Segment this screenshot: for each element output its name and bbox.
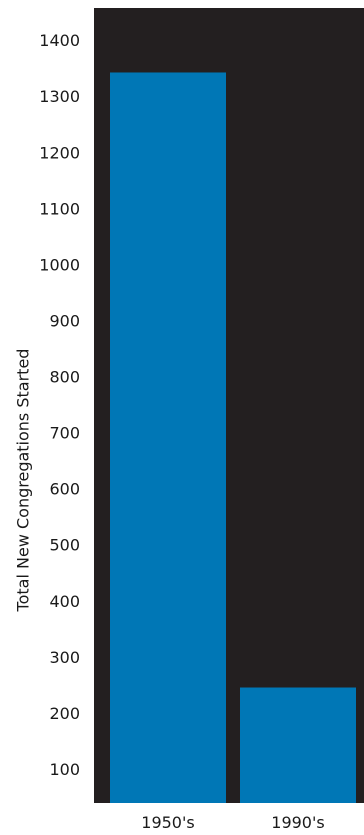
y-tick-labels: 100 200 300 400 500 600 700 800 900 1000 1100 1200 1… [39,31,80,779]
x-tick-label: 1950's [141,813,194,832]
y-tick-label: 200 [49,704,80,723]
y-tick-label: 700 [49,424,80,443]
y-tick-label: 600 [49,480,80,499]
bar-0 [110,72,226,803]
y-tick-label: 1100 [39,199,80,218]
y-tick-label: 1200 [39,143,80,162]
x-tick-labels: 1950's 1990's [141,813,324,832]
y-tick-label: 400 [49,592,80,611]
y-tick-label: 500 [49,536,80,555]
y-tick-label: 100 [49,760,80,779]
x-tick-label: 1990's [271,813,324,832]
y-tick-label: 1300 [39,87,80,106]
y-tick-label: 1400 [39,31,80,50]
bars-layer [110,72,356,803]
y-axis-title: Total New Congregations Started [14,349,33,613]
y-tick-label: 800 [49,368,80,387]
y-tick-label: 1000 [39,255,80,274]
y-tick-label: 300 [49,648,80,667]
y-tick-label: 900 [49,311,80,330]
bar-1 [240,687,356,803]
